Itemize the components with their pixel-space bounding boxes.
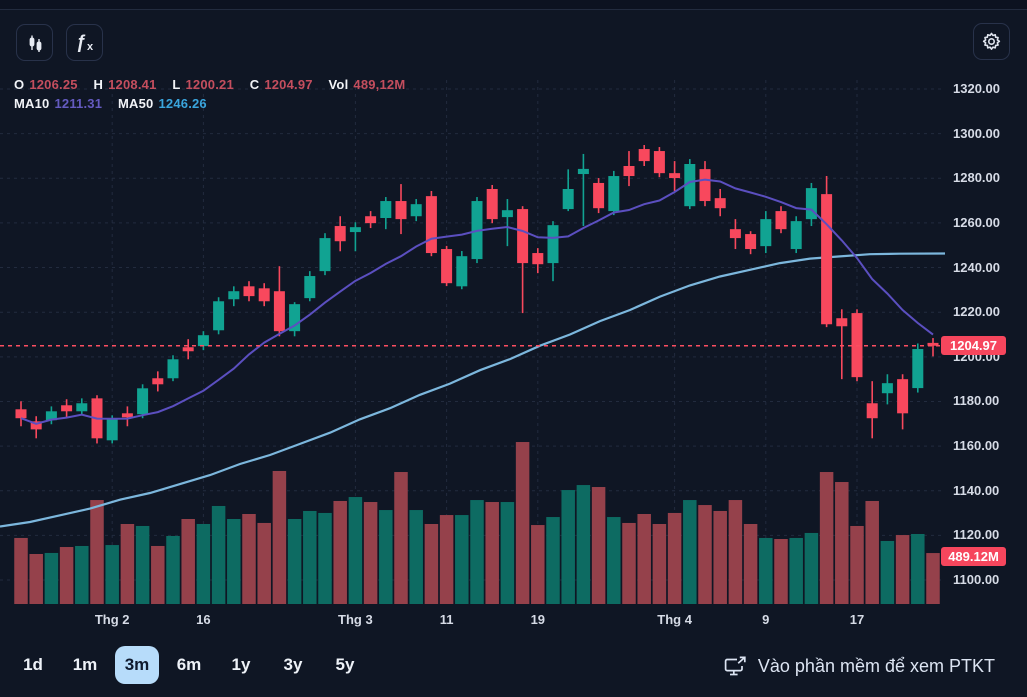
ma50-label: MA50 — [117, 96, 154, 111]
ma-legend: MA10 1211.31 MA50 1246.26 — [14, 96, 219, 111]
open-value: 1206.25 — [29, 77, 78, 92]
candlestick-chart-icon — [29, 35, 41, 52]
high-value: 1208.41 — [108, 77, 157, 92]
open-label: O — [14, 77, 25, 92]
x-axis-tick: 9 — [762, 612, 770, 627]
ma10-line — [20, 178, 934, 425]
ma50-value: 1246.26 — [158, 96, 207, 111]
settings-button[interactable] — [973, 23, 1010, 60]
close-label: C — [249, 77, 260, 92]
timeframe-bar: 1d 1m 3m 6m 1y 3y 5y — [11, 646, 367, 684]
timeframe-button-6m[interactable]: 6m — [176, 655, 202, 674]
last-volume-badge: 489.12M — [941, 547, 1006, 566]
y-axis-tick: 1260.00 — [953, 214, 1000, 230]
open-technical-analysis-link[interactable]: Vào phần mềm để xem PTKT — [724, 656, 995, 677]
ma10-label: MA10 — [14, 96, 50, 111]
y-axis-tick: 1180.00 — [953, 393, 1000, 409]
ma10-value: 1211.31 — [54, 96, 103, 111]
low-value: 1200.21 — [185, 77, 234, 92]
timeframe-button-3m[interactable]: 3m — [115, 646, 159, 684]
chart-type-candlestick-button[interactable] — [16, 24, 53, 61]
x-axis-tick: 19 — [530, 612, 546, 627]
ma50-line — [0, 252, 946, 528]
timeframe-button-1m[interactable]: 1m — [72, 655, 98, 674]
volume-bars — [14, 442, 940, 604]
x-axis-tick: 16 — [196, 612, 211, 627]
y-axis-tick: 1140.00 — [953, 482, 1000, 498]
y-axis-tick: 1160.00 — [953, 438, 1000, 454]
external-monitor-icon — [724, 656, 746, 676]
x-axis-tick: Thg 2 — [94, 612, 130, 627]
last-price-badge: 1204.97 — [941, 336, 1006, 355]
ohlc-legend: O 1206.25 H 1208.41 L 1200.21 C 1204.97 Vol 4… — [14, 77, 417, 92]
y-axis-tick: 1320.00 — [953, 81, 1000, 96]
gear-icon — [982, 32, 1001, 50]
y-axis-tick: 1240.00 — [953, 259, 1000, 275]
high-label: H — [93, 77, 104, 92]
timeframe-button-1d[interactable]: 1d — [23, 655, 43, 674]
footer-link-label: Vào phần mềm để xem PTKT — [757, 656, 995, 676]
timeframe-button-5y[interactable]: 5y — [335, 655, 355, 674]
y-axis-tick: 1220.00 — [953, 304, 1000, 320]
low-label: L — [172, 77, 181, 92]
y-axis-tick: 1120.00 — [953, 527, 1000, 543]
candles — [15, 145, 939, 444]
x-axis-tick: 17 — [849, 612, 865, 627]
x-axis-tick: Thg 3 — [338, 612, 373, 627]
volume-label: Vol — [328, 77, 349, 92]
y-axis-tick: 1280.00 — [953, 170, 1000, 186]
timeframe-button-1y[interactable]: 1y — [231, 655, 251, 674]
window-top-edge — [0, 0, 1027, 10]
timeframe-button-3y[interactable]: 3y — [283, 655, 303, 674]
y-axis-tick: 1300.00 — [953, 125, 1000, 141]
y-axis-tick: 1100.00 — [953, 572, 1000, 588]
volume-value: 489,12M — [353, 77, 406, 92]
x-axis-tick: Thg 4 — [657, 612, 692, 627]
x-axis-tick: 11 — [439, 612, 454, 627]
close-value: 1204.97 — [264, 77, 313, 92]
